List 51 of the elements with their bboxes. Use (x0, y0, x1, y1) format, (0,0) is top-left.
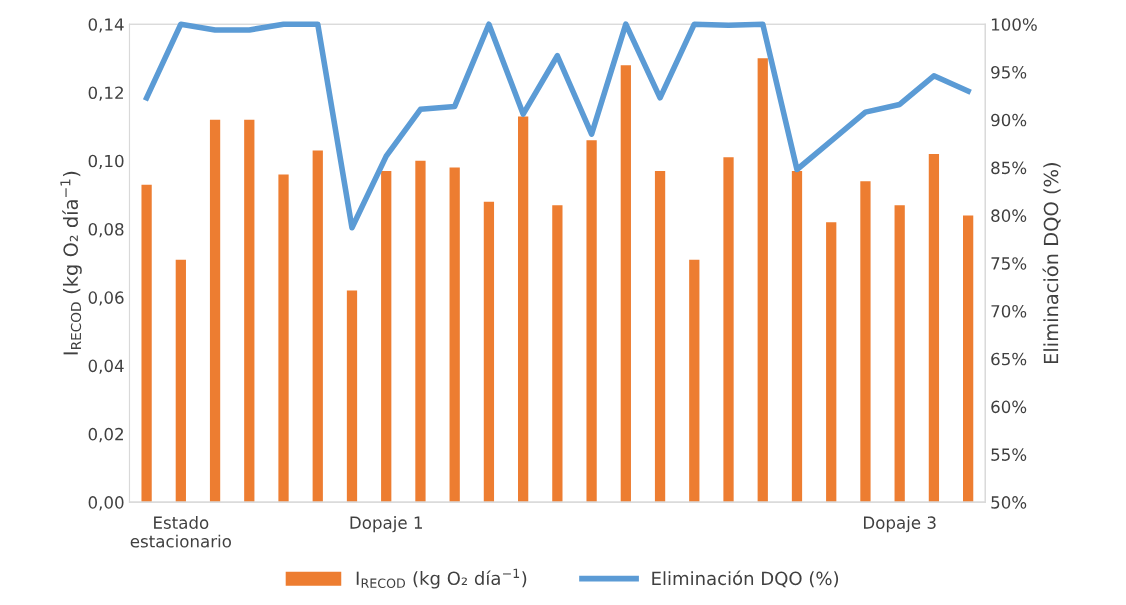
y2-tick-label: 80% (991, 209, 1027, 222)
bar (449, 167, 460, 503)
y-tick-label: 0,06 (88, 291, 124, 306)
y-tick-label: 0,00 (88, 496, 124, 511)
bar (689, 259, 700, 503)
y2-tick-label: 95% (991, 65, 1027, 79)
bar (141, 184, 152, 503)
x-tick-label: Dopaje 3 (864, 516, 936, 533)
bar (518, 116, 529, 503)
bar (415, 160, 426, 503)
y-axis-title: I$_{RECOD}$ (kg O₂ día$^{−1}$) (60, 171, 82, 355)
bar (826, 222, 837, 503)
bar (312, 150, 323, 503)
bar (552, 205, 563, 503)
bar (278, 174, 289, 503)
y2-tick-label: 50% (991, 496, 1027, 509)
y2-tick-label: 85% (991, 161, 1027, 175)
bar (381, 171, 392, 503)
x-tick-label: Dopaje 1 (350, 516, 422, 533)
bar (483, 201, 495, 503)
bar (346, 290, 358, 503)
y-tick-label: 0,04 (88, 359, 124, 374)
y-tick-label: 0,10 (88, 154, 124, 170)
y2-tick-label: 65% (991, 352, 1027, 366)
y2-tick-label: 90% (991, 113, 1027, 127)
bar (723, 157, 734, 503)
y2-tick-label: 75% (991, 257, 1027, 270)
y-tick-label: 0,14 (88, 18, 124, 33)
bar (244, 119, 255, 503)
bar (860, 181, 871, 503)
y-tick-label: 0,08 (88, 223, 124, 238)
y2-tick-label: 55% (991, 448, 1027, 461)
bar (209, 119, 221, 503)
bar (175, 259, 186, 503)
y-tick-label: 0,12 (88, 86, 123, 101)
bar (586, 140, 597, 503)
bar (963, 215, 974, 503)
bar (620, 65, 631, 503)
y-tick-label: 0,02 (88, 427, 123, 443)
y2-tick-label: 60% (991, 400, 1027, 414)
y2-tick-label: 100% (991, 18, 1037, 31)
legend-label: Eliminación DQO (%) (652, 570, 839, 588)
x-tick-label: Estado estacionario (130, 516, 231, 548)
bar (928, 153, 940, 503)
bar (757, 58, 768, 503)
y2-axis-title: Eliminación DQO (%) (1042, 163, 1061, 364)
bar (791, 171, 803, 503)
legend-label: I$_{RECOD}$ (kg O₂ día$^{−1}$) (356, 568, 527, 589)
bar (654, 171, 666, 503)
y2-tick-label: 70% (991, 304, 1027, 318)
bar (894, 205, 905, 503)
